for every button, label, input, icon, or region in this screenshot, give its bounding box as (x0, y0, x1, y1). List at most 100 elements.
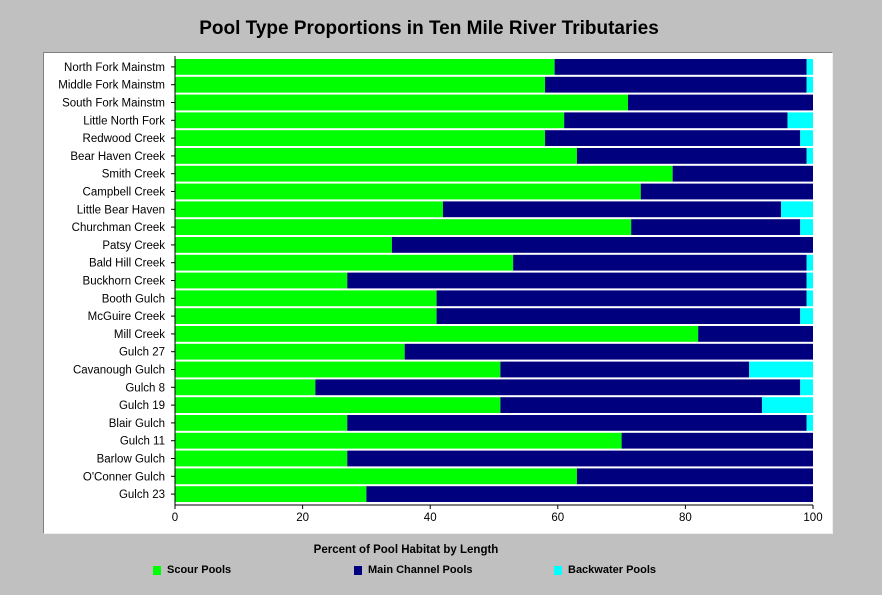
bar-main-channel-pools-cavanough-gulch (500, 361, 750, 378)
legend-label-scour-pools: Scour Pools (167, 564, 232, 576)
bar-main-channel-pools-mill-creek (698, 326, 813, 342)
bar-main-channel-pools-gulch-23 (366, 486, 813, 502)
bar-scour-pools-gulch-11 (175, 432, 622, 449)
y-tick-label-gulch-27: Gulch 27 (119, 347, 165, 359)
y-tick-label-booth-gulch: Booth Gulch (102, 293, 165, 305)
bar-scour-pools-churchman-creek (175, 219, 632, 235)
bar-scour-pools-mill-creek (175, 326, 699, 342)
bar-scour-pools-barlow-gulch (175, 450, 348, 467)
bar-backwater-pools-bear-haven-creek (806, 148, 813, 164)
bar-main-channel-pools-patsy-creek (391, 237, 813, 253)
y-tick-label-buckhorn-creek: Buckhorn Creek (83, 276, 166, 288)
bar-scour-pools-mcguire-creek (175, 308, 437, 324)
x-tick-label-0: 0 (172, 512, 178, 524)
stacked-bar-chart: North Fork Mainstm Middle Fork Mainstm Sou… (58, 56, 823, 524)
legend-item-backwater-pools: Backwater Pools (554, 563, 656, 577)
bar-scour-pools-buckhorn-creek (175, 272, 348, 289)
bar-scour-pools-bear-haven-creek (175, 148, 577, 164)
bar-main-channel-pools-little-north-fork (564, 112, 788, 129)
x-tick-label-80: 80 (679, 512, 692, 524)
y-tick-label-churchman-creek: Churchman Creek (72, 222, 166, 234)
x-tick-label-40: 40 (424, 512, 437, 524)
y-tick-label-gulch-8: Gulch 8 (125, 382, 165, 394)
bar-main-channel-pools-buckhorn-creek (347, 272, 807, 289)
bar-scour-pools-gulch-19 (175, 397, 501, 413)
bar-main-channel-pools-mcguire-creek (436, 308, 801, 324)
bar-main-channel-pools-north-fork-mainstm (554, 59, 807, 75)
y-tick-label-bald-hill-creek: Bald Hill Creek (89, 258, 165, 270)
y-tick-label-south-fork-mainstm: South Fork Mainstm (62, 98, 165, 110)
bar-main-channel-pools-redwood-creek (545, 130, 801, 146)
y-tick-label-little-bear-haven: Little Bear Haven (77, 204, 165, 216)
bar-scour-pools-o-conner-gulch (175, 468, 577, 485)
legend-swatch-main-channel-pools (354, 565, 362, 575)
bar-scour-pools-gulch-23 (175, 486, 367, 502)
bar-backwater-pools-gulch-8 (800, 379, 813, 396)
plot-panel: North Fork Mainstm Middle Fork Mainstm Sou… (43, 52, 833, 534)
bar-scour-pools-north-fork-mainstm (175, 59, 555, 75)
bar-backwater-pools-churchman-creek (800, 219, 813, 235)
bar-backwater-pools-little-north-fork (787, 112, 813, 129)
bar-main-channel-pools-o-conner-gulch (576, 468, 813, 485)
bar-backwater-pools-north-fork-mainstm (806, 59, 813, 75)
bar-scour-pools-blair-gulch (175, 415, 348, 431)
y-tick-label-o-conner-gulch: O'Conner Gulch (83, 471, 165, 483)
bar-scour-pools-smith-creek (175, 165, 673, 182)
bar-scour-pools-patsy-creek (175, 237, 392, 253)
y-tick-label-mcguire-creek: McGuire Creek (88, 311, 166, 323)
bar-main-channel-pools-bald-hill-creek (513, 254, 807, 271)
y-tick-label-cavanough-gulch: Cavanough Gulch (73, 365, 165, 377)
bar-scour-pools-redwood-creek (175, 130, 546, 146)
bar-backwater-pools-buckhorn-creek (806, 272, 813, 289)
bar-main-channel-pools-smith-creek (672, 165, 813, 182)
y-tick-label-gulch-11: Gulch 11 (120, 436, 165, 448)
bar-main-channel-pools-gulch-27 (404, 343, 813, 360)
bar-main-channel-pools-gulch-19 (500, 397, 762, 413)
bar-scour-pools-little-bear-haven (175, 201, 443, 218)
bar-scour-pools-gulch-8 (175, 379, 316, 396)
bar-backwater-pools-mcguire-creek (800, 308, 813, 324)
bar-backwater-pools-cavanough-gulch (749, 361, 813, 378)
y-tick-label-patsy-creek: Patsy Creek (102, 240, 165, 252)
bar-backwater-pools-middle-fork-mainstm (806, 76, 813, 93)
legend-label-main-channel-pools: Main Channel Pools (368, 564, 473, 576)
legend-label-backwater-pools: Backwater Pools (568, 564, 657, 576)
y-tick-label-little-north-fork: Little North Fork (83, 115, 165, 127)
bar-backwater-pools-gulch-19 (761, 397, 813, 413)
y-tick-label-gulch-23: Gulch 23 (119, 489, 165, 501)
x-tick-label-60: 60 (551, 512, 564, 524)
y-tick-label-barlow-gulch: Barlow Gulch (97, 454, 165, 466)
bar-scour-pools-campbell-creek (175, 183, 641, 200)
bar-main-channel-pools-blair-gulch (347, 415, 807, 431)
bar-main-channel-pools-bear-haven-creek (576, 148, 807, 164)
bar-scour-pools-little-north-fork (175, 112, 565, 129)
bar-scour-pools-booth-gulch (175, 290, 437, 307)
y-tick-label-gulch-19: Gulch 19 (119, 400, 165, 412)
y-tick-label-blair-gulch: Blair Gulch (109, 418, 165, 430)
bar-main-channel-pools-campbell-creek (640, 183, 813, 200)
bar-backwater-pools-little-bear-haven (781, 201, 813, 218)
bar-main-channel-pools-south-fork-mainstm (627, 94, 813, 111)
x-axis-title: Percent of Pool Habitat by Length (313, 544, 499, 556)
x-tick-label-20: 20 (296, 512, 309, 524)
y-tick-label-campbell-creek: Campbell Creek (83, 187, 166, 199)
bar-main-channel-pools-booth-gulch (436, 290, 807, 307)
legend-swatch-backwater-pools (554, 565, 562, 575)
legend-item-scour-pools: Scour Pools (153, 563, 231, 577)
y-tick-label-middle-fork-mainstm: Middle Fork Mainstm (58, 80, 165, 92)
bar-main-channel-pools-gulch-11 (621, 432, 813, 449)
y-tick-label-north-fork-mainstm: North Fork Mainstm (64, 62, 165, 74)
chart-title: Pool Type Proportions in Ten Mile River … (199, 18, 659, 39)
bar-scour-pools-bald-hill-creek (175, 254, 514, 271)
bar-backwater-pools-blair-gulch (806, 415, 813, 431)
bar-main-channel-pools-barlow-gulch (347, 450, 813, 467)
bar-scour-pools-gulch-27 (175, 343, 405, 360)
x-tick-label-100: 100 (803, 512, 822, 524)
legend-item-main-channel-pools: Main Channel Pools (354, 563, 473, 577)
bar-backwater-pools-redwood-creek (800, 130, 813, 146)
y-tick-label-bear-haven-creek: Bear Haven Creek (70, 151, 165, 163)
y-tick-label-smith-creek: Smith Creek (102, 169, 166, 181)
y-tick-label-redwood-creek: Redwood Creek (83, 133, 166, 145)
bar-backwater-pools-booth-gulch (806, 290, 813, 307)
y-tick-label-mill-creek: Mill Creek (114, 329, 165, 341)
